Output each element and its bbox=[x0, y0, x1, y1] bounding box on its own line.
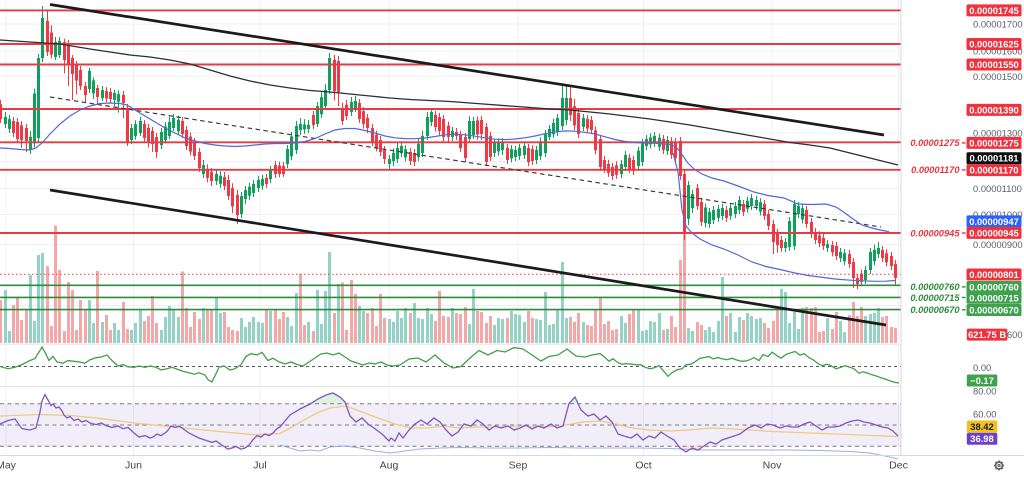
svg-text:60.00: 60.00 bbox=[973, 409, 996, 420]
svg-text:Oct: Oct bbox=[635, 460, 651, 472]
svg-text:0.00000900: 0.00000900 bbox=[973, 239, 1023, 250]
svg-text:0.00001390: 0.00001390 bbox=[969, 104, 1019, 115]
svg-text:0.00001700: 0.00001700 bbox=[973, 19, 1023, 30]
svg-text:621.75 B: 621.75 B bbox=[968, 329, 1006, 340]
svg-text:0.00001181: 0.00001181 bbox=[969, 153, 1018, 164]
svg-text:0.00001275: 0.00001275 bbox=[969, 137, 1019, 148]
svg-text:0.00001300: 0.00001300 bbox=[973, 128, 1023, 139]
svg-text:38.42: 38.42 bbox=[970, 421, 993, 432]
svg-text:0.00000801: 0.00000801 bbox=[969, 269, 1019, 280]
svg-text:Dec: Dec bbox=[889, 460, 908, 472]
svg-text:−0.17: −0.17 bbox=[970, 375, 994, 386]
svg-text:0.00000760: 0.00000760 bbox=[910, 282, 960, 292]
svg-text:0.00001100: 0.00001100 bbox=[973, 183, 1022, 194]
svg-text:0.00001000: 0.00001000 bbox=[973, 209, 1023, 220]
svg-text:0.00001500: 0.00001500 bbox=[973, 71, 1023, 82]
svg-text:0.00001550: 0.00001550 bbox=[969, 59, 1019, 70]
svg-text:0.00: 0.00 bbox=[973, 362, 991, 373]
svg-text:0.00001600: 0.00001600 bbox=[973, 46, 1023, 57]
svg-text:Aug: Aug bbox=[380, 460, 399, 472]
svg-text:0.00000945: 0.00000945 bbox=[969, 227, 1019, 238]
svg-text:0.00001275: 0.00001275 bbox=[910, 138, 960, 148]
svg-text:0.00001170: 0.00001170 bbox=[969, 165, 1018, 176]
svg-text:0.00001170: 0.00001170 bbox=[911, 165, 960, 175]
svg-text:36.98: 36.98 bbox=[970, 433, 993, 444]
svg-text:Jun: Jun bbox=[125, 460, 142, 472]
svg-text:Sep: Sep bbox=[509, 460, 528, 472]
svg-text:0.00000670: 0.00000670 bbox=[910, 305, 960, 315]
svg-text:0.00000670: 0.00000670 bbox=[969, 305, 1019, 316]
svg-text:0.00001745: 0.00001745 bbox=[969, 5, 1019, 16]
svg-text:0.00000947: 0.00000947 bbox=[969, 216, 1019, 227]
svg-text:0.00000715: 0.00000715 bbox=[910, 293, 960, 303]
svg-text:May: May bbox=[0, 460, 17, 472]
svg-text:0.00000715: 0.00000715 bbox=[969, 292, 1019, 303]
svg-text:0.00000945: 0.00000945 bbox=[910, 228, 960, 238]
svg-text:Jul: Jul bbox=[253, 460, 266, 472]
svg-text:Nov: Nov bbox=[763, 460, 782, 472]
svg-text:0.00000760: 0.00000760 bbox=[969, 282, 1019, 293]
svg-text:80.00: 80.00 bbox=[973, 386, 996, 397]
svg-text:0.00001625: 0.00001625 bbox=[969, 39, 1019, 50]
